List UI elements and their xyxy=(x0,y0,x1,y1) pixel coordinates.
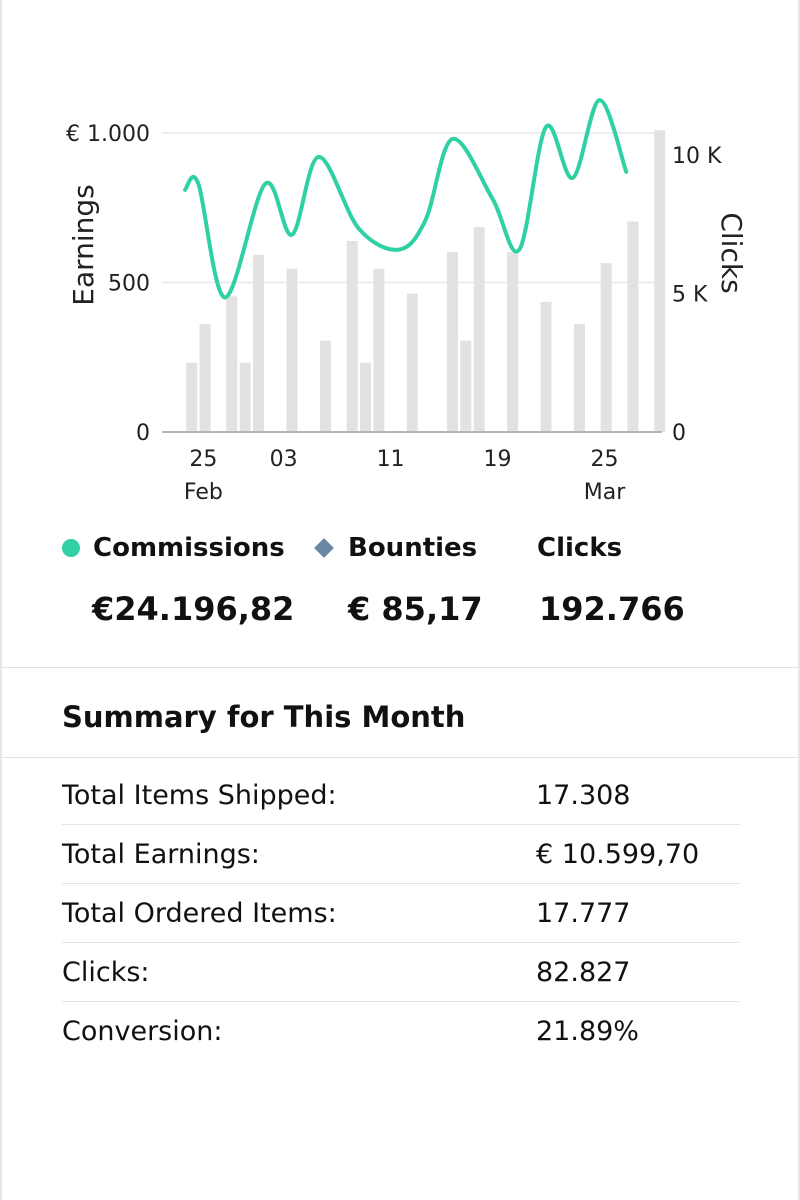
left-tick-label: € 1.000 xyxy=(66,122,150,147)
summary-row-value: 82.827 xyxy=(536,957,631,988)
summary-row-items-shipped: Total Items Shipped: 17.308 xyxy=(62,766,740,825)
left-axis-title: Earnings xyxy=(67,184,100,306)
clicks-bar xyxy=(239,362,251,432)
summary-row-value: 21.89% xyxy=(536,1016,639,1047)
summary-row-conversion: Conversion: 21.89% xyxy=(62,1002,740,1061)
x-month-label: Mar xyxy=(584,480,626,505)
legend-commissions-label: Commissions xyxy=(93,533,285,563)
clicks-bar xyxy=(373,268,385,432)
clicks-bar xyxy=(226,296,238,432)
clicks-bar xyxy=(573,324,585,432)
right-tick-label: 0 xyxy=(672,421,686,446)
summary-row-label: Clicks: xyxy=(62,957,150,988)
summary-row-label: Total Earnings: xyxy=(62,839,260,870)
legend-bounties[interactable]: Bounties xyxy=(314,528,478,568)
clicks-bar xyxy=(346,240,358,432)
x-tick-label: 19 xyxy=(484,447,512,472)
summary-row-value: 17.777 xyxy=(536,898,631,929)
summary-divider xyxy=(2,757,798,758)
summary-row-label: Conversion: xyxy=(62,1016,223,1047)
clicks-bar xyxy=(540,301,552,432)
clicks-bar xyxy=(186,362,198,432)
legend-bounties-label: Bounties xyxy=(348,533,478,563)
bounties-total: € 85,17 xyxy=(348,590,483,628)
summary-row-label: Total Items Shipped: xyxy=(62,780,337,811)
clicks-bar xyxy=(319,340,331,432)
clicks-bar xyxy=(654,130,666,432)
clicks-bar xyxy=(199,324,211,432)
clicks-bar xyxy=(507,252,519,432)
bounties-diamond-icon xyxy=(314,538,334,558)
earnings-chart: 0 500 € 1.000 0 5 K 10 K 25 03 11 19 25 Feb Mar Ea… xyxy=(66,98,748,505)
right-tick-label: 10 K xyxy=(672,144,722,169)
legend-clicks[interactable]: Clicks xyxy=(537,528,622,568)
left-tick-label: 0 xyxy=(136,421,150,446)
summary-title: Summary for This Month xyxy=(62,700,466,734)
clicks-bar xyxy=(406,293,418,432)
summary-row-value: € 10.599,70 xyxy=(536,839,700,870)
summary-row-ordered-items: Total Ordered Items: 17.777 xyxy=(62,884,740,943)
clicks-bar xyxy=(627,221,639,432)
x-tick-label: 25 xyxy=(591,447,619,472)
clicks-bar xyxy=(253,254,265,432)
left-tick-label: 500 xyxy=(108,272,150,297)
legend-commissions[interactable]: Commissions xyxy=(62,528,285,568)
summary-row-value: 17.308 xyxy=(536,780,631,811)
x-month-label: Feb xyxy=(184,480,223,505)
clicks-bar xyxy=(446,252,458,432)
summary-row-label: Total Ordered Items: xyxy=(62,898,337,929)
clicks-bar xyxy=(360,362,372,432)
commissions-line xyxy=(183,98,629,300)
clicks-bar xyxy=(473,227,485,432)
clicks-bar xyxy=(600,263,612,432)
commissions-total: €24.196,82 xyxy=(92,590,295,628)
row-divider xyxy=(62,824,740,825)
legend-clicks-label: Clicks xyxy=(537,533,623,563)
clicks-total: 192.766 xyxy=(539,590,685,628)
right-tick-label: 5 K xyxy=(672,283,708,308)
clicks-bar xyxy=(460,340,472,432)
row-divider xyxy=(62,1001,740,1002)
section-divider xyxy=(2,667,798,668)
x-tick-label: 03 xyxy=(270,447,298,472)
row-divider xyxy=(62,942,740,943)
right-axis-title: Clicks xyxy=(715,212,748,293)
row-divider xyxy=(62,883,740,884)
summary-row-total-earnings: Total Earnings: € 10.599,70 xyxy=(62,825,740,884)
summary-row-clicks: Clicks: 82.827 xyxy=(62,943,740,1002)
commissions-dot-icon xyxy=(62,539,80,557)
x-tick-label: 11 xyxy=(377,447,405,472)
clicks-bar xyxy=(286,268,298,432)
x-tick-label: 25 xyxy=(189,447,217,472)
